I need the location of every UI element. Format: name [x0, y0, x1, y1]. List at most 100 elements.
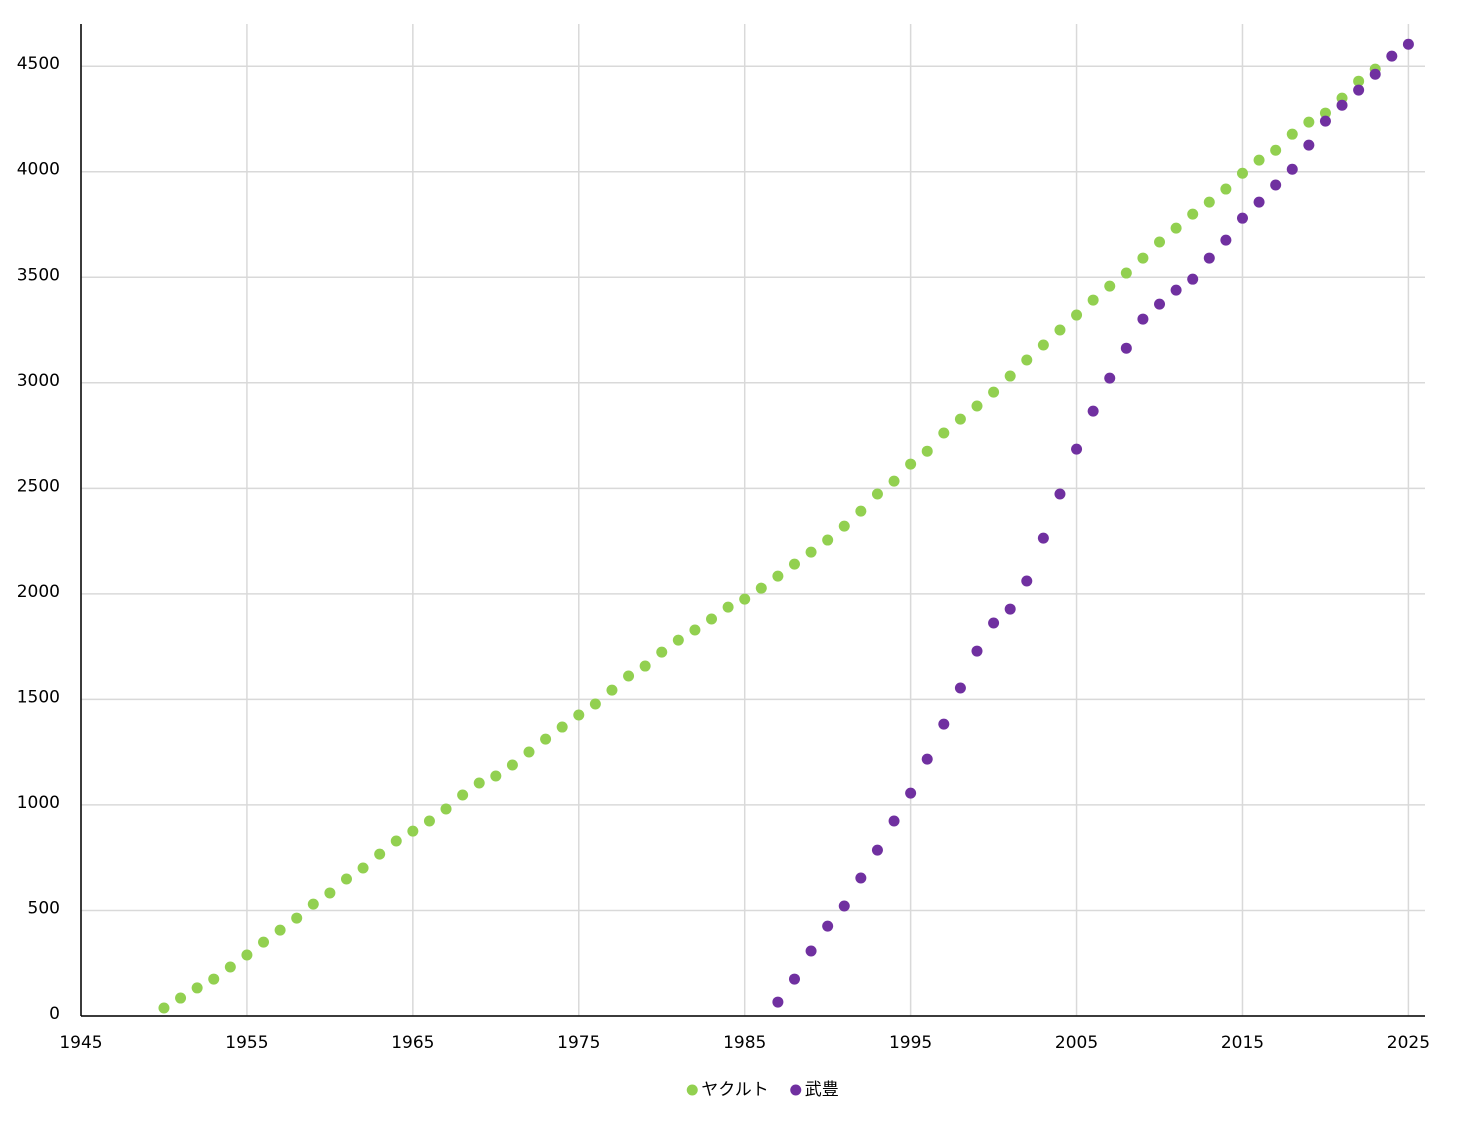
point	[1120, 342, 1132, 354]
point	[639, 660, 651, 672]
point	[739, 593, 751, 605]
point	[822, 534, 834, 546]
point	[340, 873, 352, 885]
point	[1137, 252, 1149, 264]
point	[208, 973, 220, 985]
x-tick-label: 1945	[59, 1033, 102, 1053]
point	[1319, 115, 1331, 127]
y-tick-label: 500	[28, 898, 60, 918]
point	[772, 996, 784, 1008]
point	[788, 558, 800, 570]
point	[440, 803, 452, 815]
point	[1319, 107, 1331, 119]
point	[191, 982, 203, 994]
point	[390, 835, 402, 847]
point	[1004, 603, 1016, 615]
point	[241, 949, 253, 961]
x-tick-label: 2005	[1055, 1033, 1098, 1053]
point	[357, 862, 369, 874]
point	[1187, 208, 1199, 220]
point	[772, 570, 784, 582]
point	[423, 815, 435, 827]
y-tick-label: 2500	[17, 476, 60, 496]
point	[1170, 284, 1182, 296]
x-tick-label: 1985	[723, 1033, 766, 1053]
point	[888, 815, 900, 827]
point	[871, 488, 883, 500]
point	[988, 386, 1000, 398]
point	[921, 753, 933, 765]
point	[805, 546, 817, 558]
point	[938, 718, 950, 730]
point	[324, 887, 336, 899]
x-tick-label: 2015	[1221, 1033, 1264, 1053]
point	[1303, 139, 1315, 151]
point	[407, 825, 419, 837]
point	[938, 427, 950, 439]
point	[589, 698, 601, 710]
point	[656, 646, 668, 658]
point	[1054, 488, 1066, 500]
x-tick-label: 1975	[557, 1033, 600, 1053]
point	[871, 844, 883, 856]
point	[523, 746, 535, 758]
point	[805, 945, 817, 957]
point	[722, 601, 734, 613]
point	[971, 645, 983, 657]
point	[838, 900, 850, 912]
point	[971, 400, 983, 412]
point	[905, 458, 917, 470]
point	[1353, 84, 1365, 96]
point	[788, 973, 800, 985]
point	[689, 624, 701, 636]
point	[855, 872, 867, 884]
point	[1104, 372, 1116, 384]
y-tick-label: 3500	[17, 265, 60, 285]
point	[1071, 309, 1083, 321]
point	[1170, 222, 1182, 234]
point	[258, 936, 270, 948]
point	[1369, 68, 1381, 80]
point	[1120, 267, 1132, 279]
point	[506, 759, 518, 771]
point	[954, 413, 966, 425]
point	[838, 520, 850, 532]
point	[1137, 313, 1149, 325]
point	[606, 684, 618, 696]
x-tick-label: 1995	[889, 1033, 932, 1053]
point	[1054, 324, 1066, 336]
point	[1286, 163, 1298, 175]
y-tick-label: 4500	[17, 54, 60, 74]
point	[274, 924, 286, 936]
point	[1303, 116, 1315, 128]
point	[1386, 50, 1398, 62]
point	[1253, 154, 1265, 166]
point	[888, 475, 900, 487]
point	[1236, 167, 1248, 179]
point	[855, 505, 867, 517]
point	[1037, 339, 1049, 351]
point	[954, 682, 966, 694]
point	[573, 709, 585, 721]
point	[224, 961, 236, 973]
point	[1270, 144, 1282, 156]
point	[1037, 532, 1049, 544]
point	[1220, 234, 1232, 246]
point	[158, 1002, 170, 1014]
point	[921, 445, 933, 457]
y-tick-label: 1500	[17, 687, 60, 707]
x-tick-label: 1955	[225, 1033, 268, 1053]
point	[1203, 196, 1215, 208]
point	[1336, 99, 1348, 111]
point	[1187, 273, 1199, 285]
point	[623, 670, 635, 682]
legend-marker	[686, 1084, 698, 1096]
point	[374, 848, 386, 860]
x-tick-label: 2025	[1387, 1033, 1430, 1053]
point	[1203, 252, 1215, 264]
point	[1087, 405, 1099, 417]
point	[1154, 236, 1166, 248]
legend-marker	[790, 1084, 802, 1096]
point	[1270, 179, 1282, 191]
point	[175, 992, 187, 1004]
